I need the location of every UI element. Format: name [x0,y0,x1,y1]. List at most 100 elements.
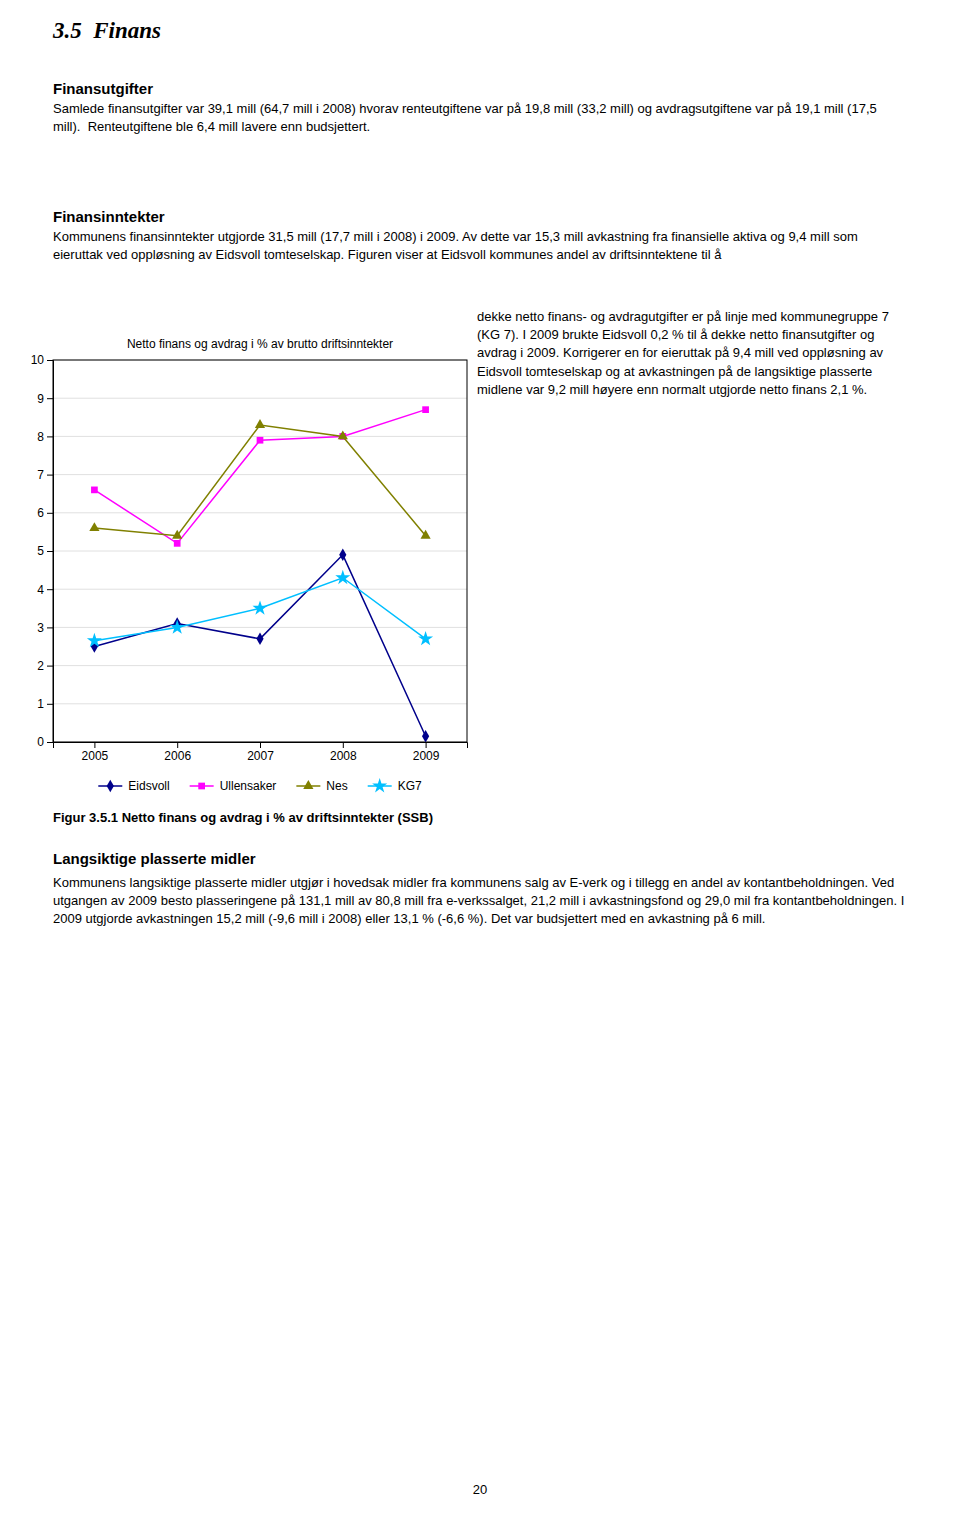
y-tick: 5 [37,544,53,558]
y-tick-mark [47,666,53,667]
chart: 2005 2006 2007 2008 2009 0 1 2 3 4 5 6 7 8 9 10 Netto fi… [0,330,480,805]
series-line [94,578,425,641]
y-tick-mark [47,704,53,705]
figure-caption: Figur 3.5.1 Netto finans og avdrag i % a… [53,810,907,825]
series-line [94,410,425,544]
y-tick-mark [47,513,53,514]
y-tick-label: 1 [37,697,44,711]
x-tick-label: 2007 [247,749,274,763]
series-point [422,406,429,413]
y-tick: 7 [37,468,53,482]
series-point [338,431,348,440]
series-point [422,730,429,742]
y-tick-mark [47,742,53,743]
paragraph: Kommunens langsiktige plasserte midler u… [53,874,907,929]
grid-line [53,474,467,475]
section-title: Finansutgifter [53,80,907,97]
y-tick-label: 0 [37,735,44,749]
y-tick: 6 [37,506,53,520]
y-tick-mark [47,398,53,399]
legend-label: KG7 [398,779,422,793]
series-point [257,437,264,444]
y-tick: 2 [37,659,53,673]
section-title: Finansinntekter [53,208,907,225]
series-point [256,633,263,645]
y-tick-label: 10 [31,353,45,367]
series-point [255,419,265,428]
y-tick: 3 [37,621,53,635]
x-tick-mark [94,742,95,748]
y-tick: 9 [37,392,53,406]
x-tick-mark [343,742,344,748]
y-tick-label: 7 [37,468,44,482]
x-tick: 2009 [413,742,440,763]
x-axis: 2005 2006 2007 2008 2009 [54,742,468,763]
series-point [421,530,431,539]
series [89,419,430,539]
legend: Eidsvoll Ullensaker Nes KG7 [98,778,422,793]
legend-marker [372,778,387,792]
page-title: 3.5 Finans [53,18,907,44]
x-tick-mark [426,742,427,748]
x-tick: 2008 [330,742,357,763]
plot: 2005 2006 2007 2008 2009 0 1 2 3 4 5 6 7 8 9 10 Netto fi… [31,337,468,793]
legend-item: KG7 [368,778,422,793]
y-tick-label: 2 [37,659,44,673]
series-point [335,570,350,584]
legend-item: Eidsvoll [98,779,169,793]
grid-line [53,589,467,590]
legend-marker [107,780,114,792]
grid-line [53,512,467,513]
legend-item: Nes [296,779,347,793]
series-point [172,530,182,539]
grid-line [53,398,467,399]
y-tick-label: 5 [37,544,44,558]
legend-marker [303,780,313,789]
series-line [94,555,425,736]
y-tick-mark [47,589,53,590]
paragraph: Kommunens finansinntekter utgjorde 31,5 … [53,228,907,264]
y-tick-mark [47,627,53,628]
series-point [91,487,98,494]
x-tick-label: 2008 [330,749,357,763]
y-tick-mark [47,360,53,361]
grid-line [53,436,467,437]
x-tick-label: 2005 [82,749,109,763]
x-tick-label: 2006 [164,749,191,763]
grid [53,360,467,742]
series-point [252,600,267,614]
section-title: Langsiktige plasserte midler [53,850,907,867]
y-axis: 0 1 2 3 4 5 6 7 8 9 10 [31,353,54,749]
legend-item: Ullensaker [190,779,277,793]
series-line [94,425,425,536]
y-tick: 1 [37,697,53,711]
series-point [87,633,102,647]
x-tick-label: 2009 [413,749,440,763]
y-tick: 0 [37,735,53,749]
y-tick-label: 3 [37,621,44,635]
y-tick-mark [47,436,53,437]
grid-line [53,703,467,704]
y-tick-label: 8 [37,430,44,444]
series [91,549,429,742]
y-tick-label: 6 [37,506,44,520]
y-tick: 4 [37,583,53,597]
y-tick-mark [47,475,53,476]
series-point [89,522,99,531]
legend-label: Eidsvoll [128,779,169,793]
grid-line [53,627,467,628]
x-tick: 2005 [82,742,109,763]
x-axis-line [54,743,468,749]
y-tick-mark [47,551,53,552]
legend-label: Ullensaker [220,779,277,793]
series-point [339,549,346,561]
series [91,406,429,546]
series-point [170,620,185,634]
series [87,570,433,647]
x-tick: 2006 [164,742,191,763]
series-point [418,631,433,645]
plot-frame [53,360,467,742]
x-tick: 2007 [247,742,274,763]
chart-title: Netto finans og avdrag i % av brutto dri… [127,337,393,351]
x-tick-mark [260,742,261,748]
